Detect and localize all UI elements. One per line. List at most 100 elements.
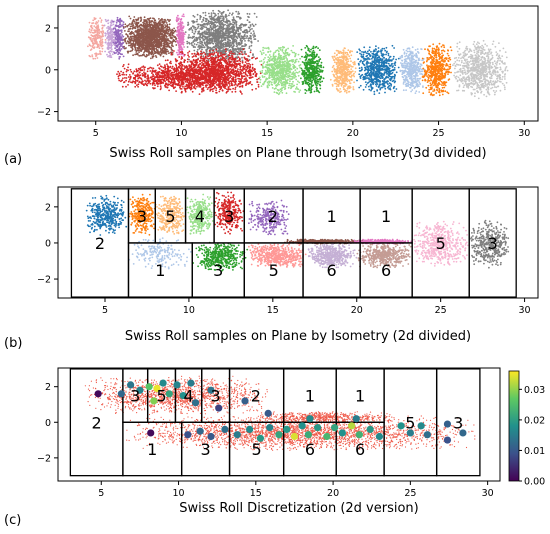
- data-point: [123, 81, 126, 83]
- data-point: [121, 73, 124, 76]
- data-point: [117, 53, 119, 56]
- data-point: [222, 39, 225, 41]
- data-point: [88, 28, 91, 31]
- data-point: [116, 41, 119, 44]
- data-point: [155, 56, 158, 58]
- data-point: [152, 37, 155, 39]
- data-point: [184, 59, 187, 62]
- data-point: [252, 53, 254, 55]
- data-point: [178, 28, 181, 31]
- data-point: [241, 23, 244, 26]
- data-point: [94, 37, 97, 40]
- data-point: [177, 36, 180, 39]
- data-point: [196, 48, 199, 51]
- data-point: [168, 83, 171, 86]
- data-point: [230, 50, 233, 53]
- data-point: [233, 22, 236, 25]
- data-point: [236, 45, 239, 47]
- data-point: [240, 41, 243, 43]
- data-point: [106, 27, 108, 29]
- data-point: [112, 20, 115, 23]
- data-point: [172, 74, 175, 76]
- data-point: [152, 55, 155, 58]
- data-point: [178, 84, 180, 87]
- data-point: [186, 75, 188, 77]
- data-point: [127, 24, 130, 26]
- data-point: [159, 30, 162, 32]
- data-point: [109, 47, 112, 49]
- data-point: [120, 31, 123, 33]
- data-point: [220, 44, 222, 46]
- data-point: [87, 45, 89, 48]
- data-point: [220, 13, 223, 16]
- data-point: [235, 25, 238, 27]
- data-point: [215, 40, 217, 43]
- data-point: [115, 33, 118, 35]
- data-point: [136, 36, 139, 39]
- data-point: [256, 81, 258, 83]
- data-point: [100, 19, 103, 22]
- data-point: [123, 45, 125, 48]
- data-point: [199, 38, 201, 41]
- data-point: [124, 23, 127, 26]
- data-point: [249, 64, 252, 66]
- data-point: [135, 18, 137, 21]
- data-point: [134, 47, 137, 50]
- data-point: [206, 48, 209, 51]
- data-point: [117, 30, 120, 33]
- data-point: [134, 74, 137, 77]
- data-point: [195, 36, 198, 39]
- data-point: [170, 48, 173, 51]
- data-point: [237, 48, 240, 51]
- data-point: [214, 42, 217, 45]
- data-point: [205, 41, 208, 44]
- data-point: [207, 42, 210, 45]
- data-point: [160, 72, 163, 75]
- data-point: [108, 38, 110, 41]
- data-point: [122, 26, 125, 29]
- data-point: [130, 70, 133, 73]
- data-point: [143, 20, 146, 23]
- data-point: [132, 26, 135, 29]
- data-point: [91, 22, 94, 25]
- data-point: [123, 39, 125, 41]
- data-point: [138, 51, 141, 53]
- data-point: [217, 58, 219, 60]
- data-point: [160, 78, 163, 81]
- data-point: [178, 17, 180, 20]
- data-point: [148, 42, 150, 45]
- data-point: [110, 39, 113, 42]
- data-point: [156, 85, 159, 88]
- data-point: [118, 56, 121, 58]
- data-point: [156, 64, 159, 67]
- data-point: [168, 46, 171, 49]
- data-point: [94, 57, 97, 60]
- data-point: [201, 34, 204, 37]
- data-point: [235, 21, 238, 23]
- data-point: [91, 31, 94, 34]
- data-point: [165, 53, 168, 55]
- data-point: [190, 65, 193, 68]
- data-point: [181, 21, 184, 24]
- data-point: [145, 53, 148, 56]
- data-point: [148, 80, 150, 82]
- data-point: [142, 74, 145, 76]
- data-point: [172, 29, 175, 32]
- data-point: [195, 43, 198, 46]
- data-point: [141, 46, 144, 49]
- data-point: [129, 36, 132, 38]
- data-point: [114, 37, 117, 40]
- data-point: [216, 43, 219, 46]
- data-point: [208, 12, 210, 15]
- data-point: [203, 81, 206, 84]
- data-point: [132, 72, 134, 75]
- data-point: [153, 49, 155, 51]
- data-point: [215, 45, 218, 47]
- data-point: [141, 54, 143, 57]
- data-point: [166, 45, 168, 48]
- data-point: [245, 37, 248, 39]
- data-point: [139, 20, 142, 22]
- data-point: [236, 60, 239, 63]
- data-point: [244, 64, 247, 67]
- data-point: [196, 18, 199, 21]
